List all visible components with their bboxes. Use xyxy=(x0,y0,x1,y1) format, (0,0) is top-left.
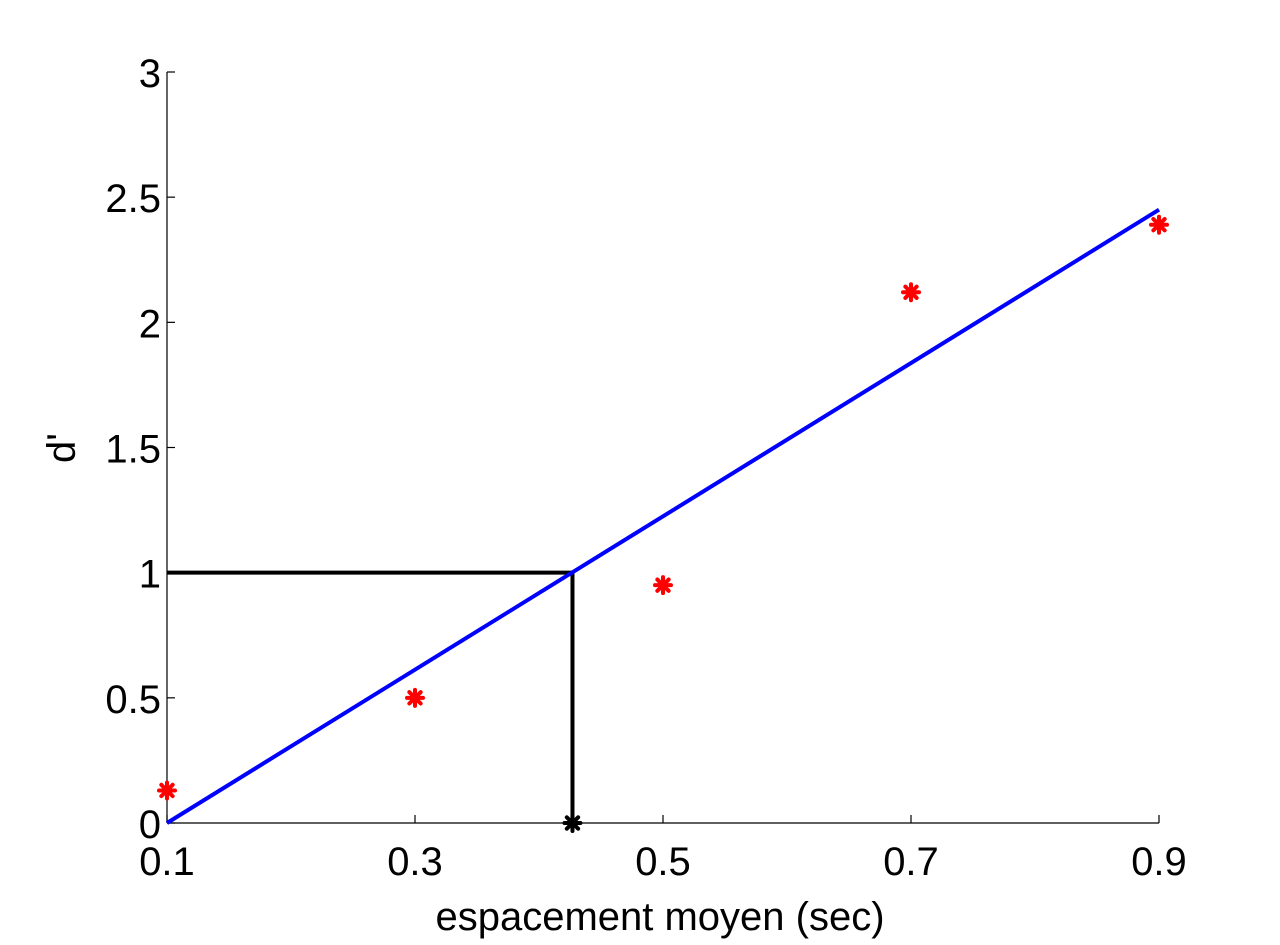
x-tick-label: 0.5 xyxy=(635,840,691,884)
y-axis-ticks: 0 0.5 1 1.5 2 2.5 3 xyxy=(105,52,175,847)
axes xyxy=(166,72,1159,824)
x-tick-label: 0.9 xyxy=(1131,840,1187,884)
x-tick-label: 0.7 xyxy=(883,840,939,884)
data-point xyxy=(1149,214,1169,235)
y-tick-label: 1 xyxy=(139,553,161,597)
x-tick-label: 0.3 xyxy=(387,840,443,884)
x-axis-ticks: 0.1 0.3 0.5 0.7 0.9 xyxy=(139,815,1187,884)
x-tick-label: 0.1 xyxy=(139,840,195,884)
fit-line xyxy=(165,207,1161,825)
plot-area xyxy=(157,207,1169,833)
y-tick-label: 2 xyxy=(139,302,161,346)
y-tick-label: 0 xyxy=(139,803,161,847)
y-tick-label: 3 xyxy=(139,52,161,96)
y-axis-label: d' xyxy=(40,433,84,463)
y-tick-label: 0.5 xyxy=(105,678,161,722)
data-point xyxy=(901,282,921,303)
y-tick-label: 1.5 xyxy=(105,428,161,472)
data-point xyxy=(405,687,425,708)
x-axis-label: espacement moyen (sec) xyxy=(435,895,884,939)
data-point xyxy=(157,780,177,801)
data-point xyxy=(653,575,673,596)
threshold-point xyxy=(562,813,583,833)
y-tick-label: 2.5 xyxy=(105,177,161,221)
